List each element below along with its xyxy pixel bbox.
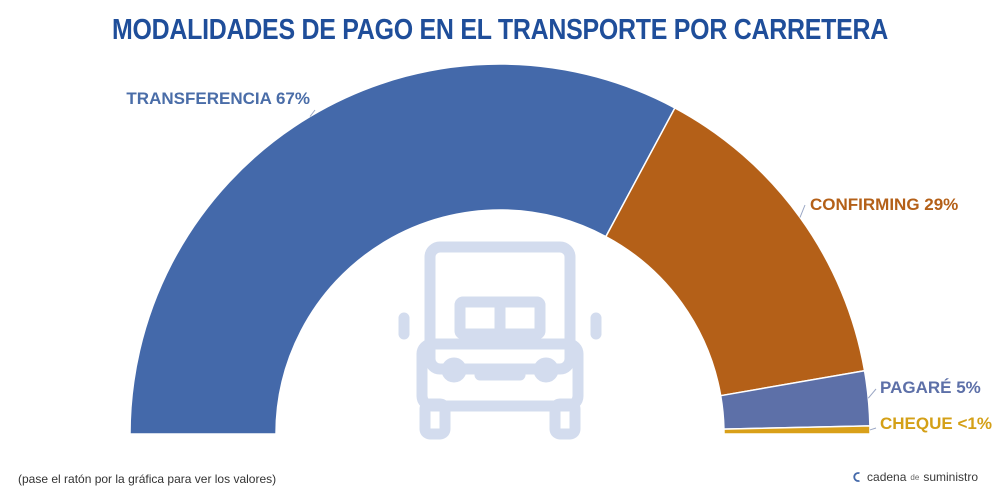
brand-logo: cadena de suministro [851, 470, 978, 484]
slice-label-3: PAGARÉ 5% [880, 378, 981, 397]
truck-icon [398, 241, 602, 440]
brand-text-pre: cadena [867, 470, 907, 484]
slices-group [129, 63, 871, 435]
slice-label-2: CONFIRMING 29% [810, 195, 958, 214]
brand-text-mid: de [910, 472, 920, 482]
chart-title: MODALIDADES DE PAGO EN EL TRANSPORTE POR… [111, 14, 888, 46]
slice-transferencia[interactable] [129, 63, 676, 435]
slice-label-1: TRANSFERENCIA 67% [126, 89, 310, 108]
leader-line-2 [799, 204, 806, 218]
chain-link-icon [853, 472, 860, 482]
slice-label-4: CHEQUE <1% [880, 414, 992, 433]
leader-lines-group [309, 109, 877, 431]
hover-hint-note: (pase el ratón por la gráfica para ver l… [18, 472, 277, 486]
brand-text-post: suministro [923, 470, 978, 484]
leader-line-4 [869, 427, 877, 431]
slice-cheque[interactable] [723, 425, 871, 435]
slice-labels-group: TRANSFERENCIA 67% CONFIRMING 29% PAGARÉ 5%… [126, 89, 992, 433]
leader-line-1 [309, 109, 316, 117]
leader-line-3 [867, 388, 877, 399]
